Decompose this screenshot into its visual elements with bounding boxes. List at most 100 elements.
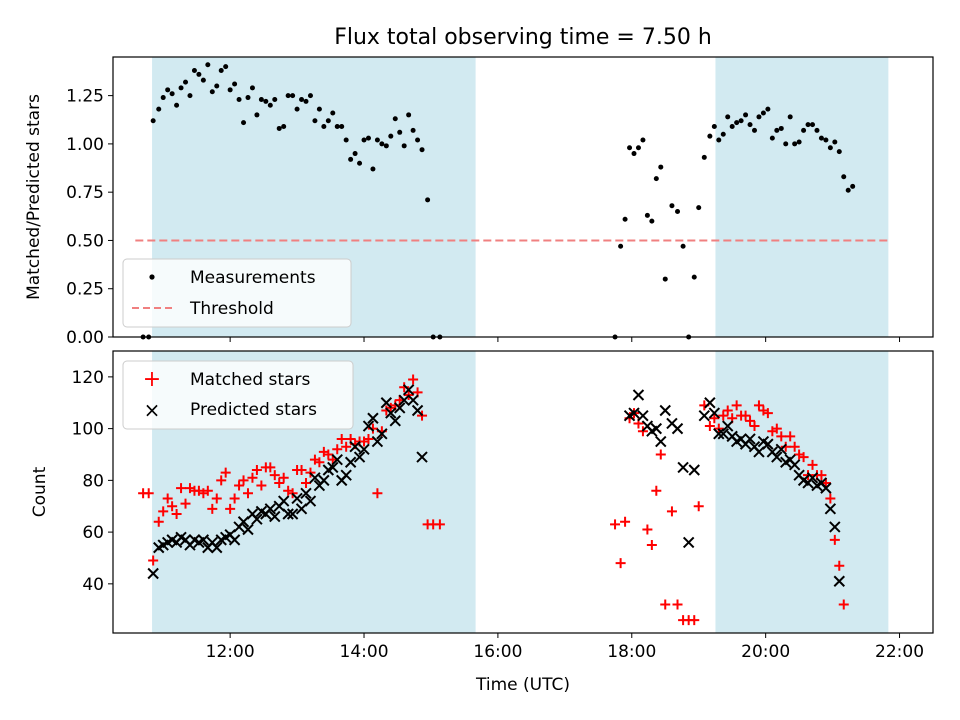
measurement-point bbox=[738, 118, 744, 124]
matched-star-point bbox=[709, 413, 720, 424]
legend-matched-marker: + bbox=[143, 367, 161, 392]
measurement-point bbox=[174, 102, 180, 108]
matched-star-point bbox=[722, 405, 733, 416]
predicted-star-point bbox=[775, 443, 787, 456]
bottom-legend-box bbox=[122, 360, 354, 430]
measurement-point bbox=[765, 106, 771, 112]
bottom-legend: + Matched stars × Predicted stars bbox=[122, 360, 354, 430]
matched-star-point bbox=[162, 493, 173, 504]
matched-star-point bbox=[158, 506, 169, 517]
matched-star-point bbox=[229, 493, 240, 504]
measurement-point bbox=[743, 112, 749, 118]
measurement-point bbox=[725, 114, 731, 120]
matched-star-point bbox=[372, 488, 383, 499]
measurement-point bbox=[696, 205, 702, 211]
measurement-point bbox=[419, 147, 425, 153]
measurement-point bbox=[303, 98, 309, 104]
measurement-point bbox=[653, 176, 659, 182]
matched-star-point bbox=[672, 599, 683, 610]
matched-star-point bbox=[234, 480, 245, 491]
measurement-point bbox=[209, 89, 215, 95]
measurement-point bbox=[729, 124, 735, 130]
measurement-point bbox=[720, 131, 726, 137]
measurement-point bbox=[716, 137, 722, 143]
matched-star-point bbox=[314, 457, 325, 468]
measurement-point bbox=[196, 71, 202, 77]
measurement-point bbox=[379, 141, 385, 147]
predicted-star-point bbox=[833, 575, 845, 587]
bottom-axis-ticks: 12:00 14:00 16:00 18:00 20:00 22:00 40 60 80 100 1… bbox=[72, 368, 924, 662]
measurement-point bbox=[734, 120, 740, 126]
measurement-point bbox=[191, 68, 197, 74]
predicted-star-point bbox=[402, 384, 415, 396]
measurement-point bbox=[783, 141, 789, 147]
predicted-star-point bbox=[344, 456, 357, 468]
predicted-star-point bbox=[264, 503, 277, 515]
x-tick-label: 14:00 bbox=[340, 642, 389, 662]
measurement-point bbox=[205, 62, 211, 68]
matched-star-point bbox=[689, 615, 700, 626]
measurement-point bbox=[675, 208, 681, 214]
predicted-star-point bbox=[698, 409, 711, 422]
matched-star-point bbox=[610, 519, 621, 530]
measurement-point bbox=[622, 216, 628, 222]
measurement-point bbox=[383, 143, 389, 149]
measurement-point bbox=[640, 137, 646, 143]
measurement-point bbox=[365, 135, 371, 141]
predicted-star-point bbox=[788, 459, 801, 471]
matched-star-point bbox=[251, 465, 262, 476]
measurement-point bbox=[631, 151, 637, 157]
measurement-point bbox=[263, 98, 269, 104]
predicted-star-point bbox=[829, 521, 841, 533]
matched-star-point bbox=[216, 475, 227, 486]
measurement-point bbox=[778, 125, 784, 131]
top-panel: Flux total observing time = 7.50 h 0.000… bbox=[24, 25, 934, 348]
predicted-star-point bbox=[411, 404, 424, 417]
measurement-point bbox=[680, 243, 686, 249]
legend-measurements-marker bbox=[149, 274, 155, 280]
measurement-point bbox=[267, 102, 273, 108]
matched-star-point bbox=[704, 421, 715, 432]
measurement-point bbox=[214, 83, 220, 89]
matched-star-point bbox=[301, 477, 312, 488]
measurement-point bbox=[187, 93, 193, 99]
predicted-star-point bbox=[659, 404, 671, 417]
predicted-star-point bbox=[677, 461, 689, 474]
predicted-star-point bbox=[295, 503, 308, 515]
predicted-star-point bbox=[628, 407, 640, 419]
measurement-point bbox=[649, 218, 655, 224]
measurement-point bbox=[169, 91, 175, 97]
predicted-star-point bbox=[353, 451, 366, 463]
shaded-interval bbox=[715, 57, 889, 337]
predicted-star-point bbox=[824, 503, 837, 515]
predicted-star-point bbox=[398, 394, 410, 406]
predicted-star-point bbox=[394, 402, 406, 414]
measurement-point bbox=[254, 112, 260, 118]
matched-star-point bbox=[225, 503, 236, 514]
measurement-point bbox=[669, 203, 675, 209]
predicted-star-point bbox=[291, 492, 303, 505]
measurement-point bbox=[321, 124, 327, 130]
measurement-point bbox=[658, 164, 664, 170]
measurement-point bbox=[325, 118, 331, 124]
measurement-point bbox=[370, 166, 376, 172]
measurement-point bbox=[307, 93, 313, 99]
measurement-point bbox=[330, 110, 336, 116]
matched-star-point bbox=[153, 516, 164, 527]
matched-star-point bbox=[642, 524, 653, 535]
matched-star-point bbox=[242, 488, 253, 499]
measurement-point bbox=[760, 110, 766, 116]
legend-predicted-marker: × bbox=[144, 398, 161, 422]
predicted-star-point bbox=[771, 451, 783, 463]
measurement-point bbox=[249, 85, 255, 91]
measurement-point bbox=[644, 212, 650, 218]
y-tick-label: 80 bbox=[82, 471, 104, 491]
measurement-point bbox=[827, 145, 833, 151]
predicted-star-point bbox=[367, 412, 379, 424]
measurement-point bbox=[410, 127, 416, 133]
predicted-star-point bbox=[704, 397, 716, 409]
measurement-point bbox=[756, 114, 762, 120]
matched-star-point bbox=[367, 423, 378, 434]
measurement-point bbox=[227, 87, 233, 93]
